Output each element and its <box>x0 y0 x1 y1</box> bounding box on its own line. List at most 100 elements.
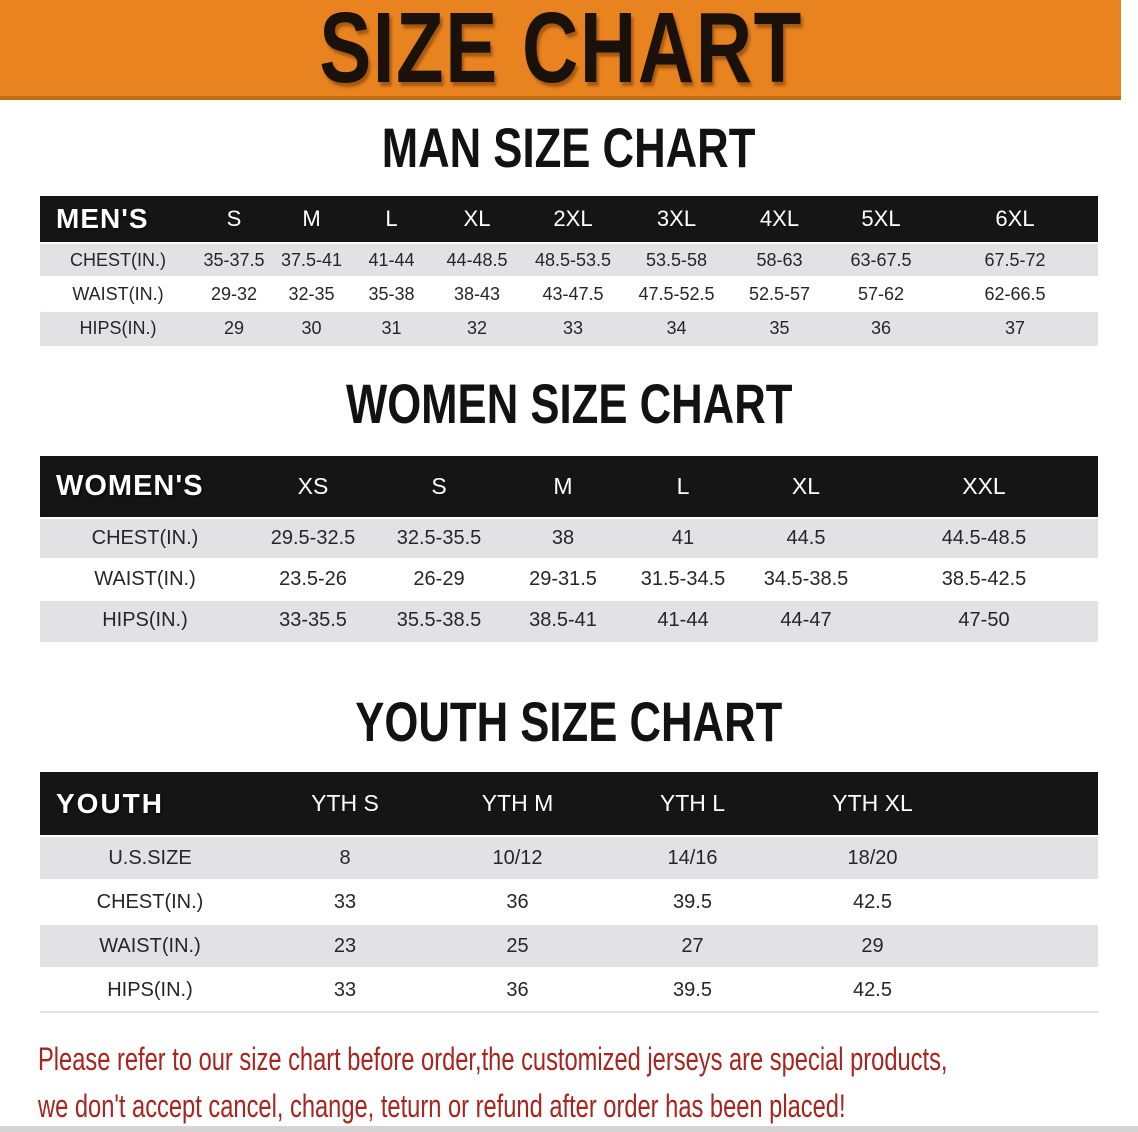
size-value-cell: 33-35.5 <box>279 609 347 631</box>
row-label: HIPS(IN.) <box>79 317 157 338</box>
size-value-cell: 47-50 <box>958 609 1010 631</box>
size-column-header: 5XL <box>830 196 932 243</box>
size-column-header: YTH L <box>605 772 780 836</box>
size-column-header: YTH XL <box>780 772 965 836</box>
table-row: WAIST(IN.) 29-32 32-35 35-38 38-43 43-47… <box>40 277 1098 311</box>
row-label: HIPS(IN.) <box>107 978 193 1001</box>
size-value-cell: 23 <box>333 934 357 957</box>
size-column-header: L <box>624 456 742 518</box>
size-column-header: YTH S <box>260 772 430 836</box>
size-value-cell: 35-37.5 <box>203 249 265 270</box>
men-size-table: MEN'S S M L XL 2XL 3XL 4XL 5XL 6XL CHEST… <box>40 196 1098 346</box>
size-value-cell: 36 <box>870 317 892 338</box>
table-row: U.S.SIZE 8 10/12 14/16 18/20 <box>40 836 1098 880</box>
men-table-corner-label: MEN'S <box>40 196 196 243</box>
row-label: CHEST(IN.) <box>70 249 166 270</box>
table-row: WAIST(IN.) 23.5-26 26-29 29-31.5 31.5-34… <box>40 559 1098 600</box>
table-row: HIPS(IN.) 29 30 31 32 33 34 35 36 37 <box>40 311 1098 345</box>
size-column-header: 2XL <box>522 196 624 243</box>
spacer-cell <box>965 924 1098 968</box>
size-value-cell: 14/16 <box>667 846 718 869</box>
size-column-header: S <box>196 196 272 243</box>
size-value-cell: 35.5-38.5 <box>396 609 482 631</box>
size-value-cell: 8 <box>339 846 351 869</box>
size-value-cell: 23.5-26 <box>279 568 347 590</box>
size-value-cell: 35-38 <box>368 283 415 304</box>
size-value-cell: 47.5-52.5 <box>638 283 715 304</box>
size-column-header: YTH M <box>430 772 605 836</box>
table-row: CHEST(IN.) 35-37.5 37.5-41 41-44 44-48.5… <box>40 243 1098 277</box>
size-value-cell: 52.5-57 <box>748 283 811 304</box>
size-value-cell: 37.5-41 <box>280 249 343 270</box>
size-value-cell: 63-67.5 <box>850 249 912 270</box>
row-label: HIPS(IN.) <box>102 609 188 631</box>
size-column-header: 4XL <box>729 196 830 243</box>
size-value-cell: 38-43 <box>453 283 501 304</box>
size-column-header: XL <box>432 196 522 243</box>
size-value-cell: 35 <box>769 317 790 338</box>
size-value-cell: 34.5-38.5 <box>763 568 849 590</box>
size-value-cell: 18/20 <box>847 846 898 869</box>
size-value-cell: 41 <box>671 527 695 549</box>
spacer-cell <box>965 968 1098 1012</box>
bottom-border-strip <box>0 1126 1138 1132</box>
size-value-cell: 33 <box>333 978 357 1001</box>
row-label: CHEST(IN.) <box>96 890 204 913</box>
size-value-cell: 57-62 <box>857 283 905 304</box>
size-column-header: XL <box>742 456 870 518</box>
spacer-cell <box>965 772 1098 836</box>
size-value-cell: 42.5 <box>853 890 892 913</box>
size-value-cell: 38.5-42.5 <box>941 568 1027 590</box>
youth-size-table: YOUTH YTH S YTH M YTH L YTH XL U.S.SIZE … <box>40 772 1098 1013</box>
size-column-header: XXL <box>870 456 1098 518</box>
size-value-cell: 29-31.5 <box>529 568 597 590</box>
size-value-cell: 36 <box>506 890 529 913</box>
women-section-heading: WOMEN SIZE CHART <box>0 376 1138 447</box>
size-value-cell: 33 <box>562 317 584 338</box>
size-value-cell: 41-44 <box>368 249 415 270</box>
size-value-cell: 32.5-35.5 <box>396 527 482 549</box>
youth-section-heading: YOUTH SIZE CHART <box>0 694 1138 765</box>
table-header-row: WOMEN'S XS S M L XL XXL <box>40 456 1098 518</box>
youth-section-heading-text: YOUTH SIZE CHART <box>355 690 783 753</box>
row-label: WAIST(IN.) <box>99 934 201 957</box>
women-size-table: WOMEN'S XS S M L XL XXL CHEST(IN.) 29.5-… <box>40 456 1098 642</box>
size-value-cell: 67.5-72 <box>984 249 1046 270</box>
size-value-cell: 25 <box>506 934 529 957</box>
size-value-cell: 27 <box>681 934 704 957</box>
men-section-heading-text: MAN SIZE CHART <box>382 116 756 179</box>
size-value-cell: 32-35 <box>288 283 335 304</box>
size-value-cell: 34 <box>666 317 687 338</box>
size-value-cell: 41-44 <box>657 609 709 631</box>
size-value-cell: 38.5-41 <box>529 609 597 631</box>
size-value-cell: 44-48.5 <box>446 249 508 270</box>
disclaimer-line-1: Please refer to our size chart before or… <box>38 1041 948 1077</box>
size-column-header: L <box>351 196 432 243</box>
spacer-cell <box>965 880 1098 924</box>
size-column-header: M <box>502 456 624 518</box>
size-value-cell: 26-29 <box>413 568 465 590</box>
table-header-row: YOUTH YTH S YTH M YTH L YTH XL <box>40 772 1098 836</box>
size-value-cell: 30 <box>301 317 322 338</box>
size-value-cell: 39.5 <box>673 978 712 1001</box>
disclaimer: Please refer to our size chart before or… <box>38 1036 1134 1130</box>
banner: SIZE CHART <box>0 0 1121 104</box>
table-row: CHEST(IN.) 33 36 39.5 42.5 <box>40 880 1098 924</box>
size-column-header: M <box>272 196 351 243</box>
table-row: HIPS(IN.) 33-35.5 35.5-38.5 38.5-41 41-4… <box>40 600 1098 641</box>
table-header-row: MEN'S S M L XL 2XL 3XL 4XL 5XL 6XL <box>40 196 1098 243</box>
men-section-heading: MAN SIZE CHART <box>0 120 1138 191</box>
size-value-cell: 29 <box>861 934 884 957</box>
size-value-cell: 33 <box>333 890 357 913</box>
row-label: WAIST(IN.) <box>72 283 164 304</box>
women-section-heading-text: WOMEN SIZE CHART <box>345 372 793 435</box>
table-row: WAIST(IN.) 23 25 27 29 <box>40 924 1098 968</box>
size-value-cell: 58-63 <box>756 249 803 270</box>
size-column-header: S <box>376 456 502 518</box>
size-value-cell: 29.5-32.5 <box>270 527 356 549</box>
size-value-cell: 44.5-48.5 <box>941 527 1027 549</box>
table-row: CHEST(IN.) 29.5-32.5 32.5-35.5 38 41 44.… <box>40 518 1098 559</box>
size-value-cell: 38 <box>551 527 575 549</box>
spacer-cell <box>965 836 1098 880</box>
